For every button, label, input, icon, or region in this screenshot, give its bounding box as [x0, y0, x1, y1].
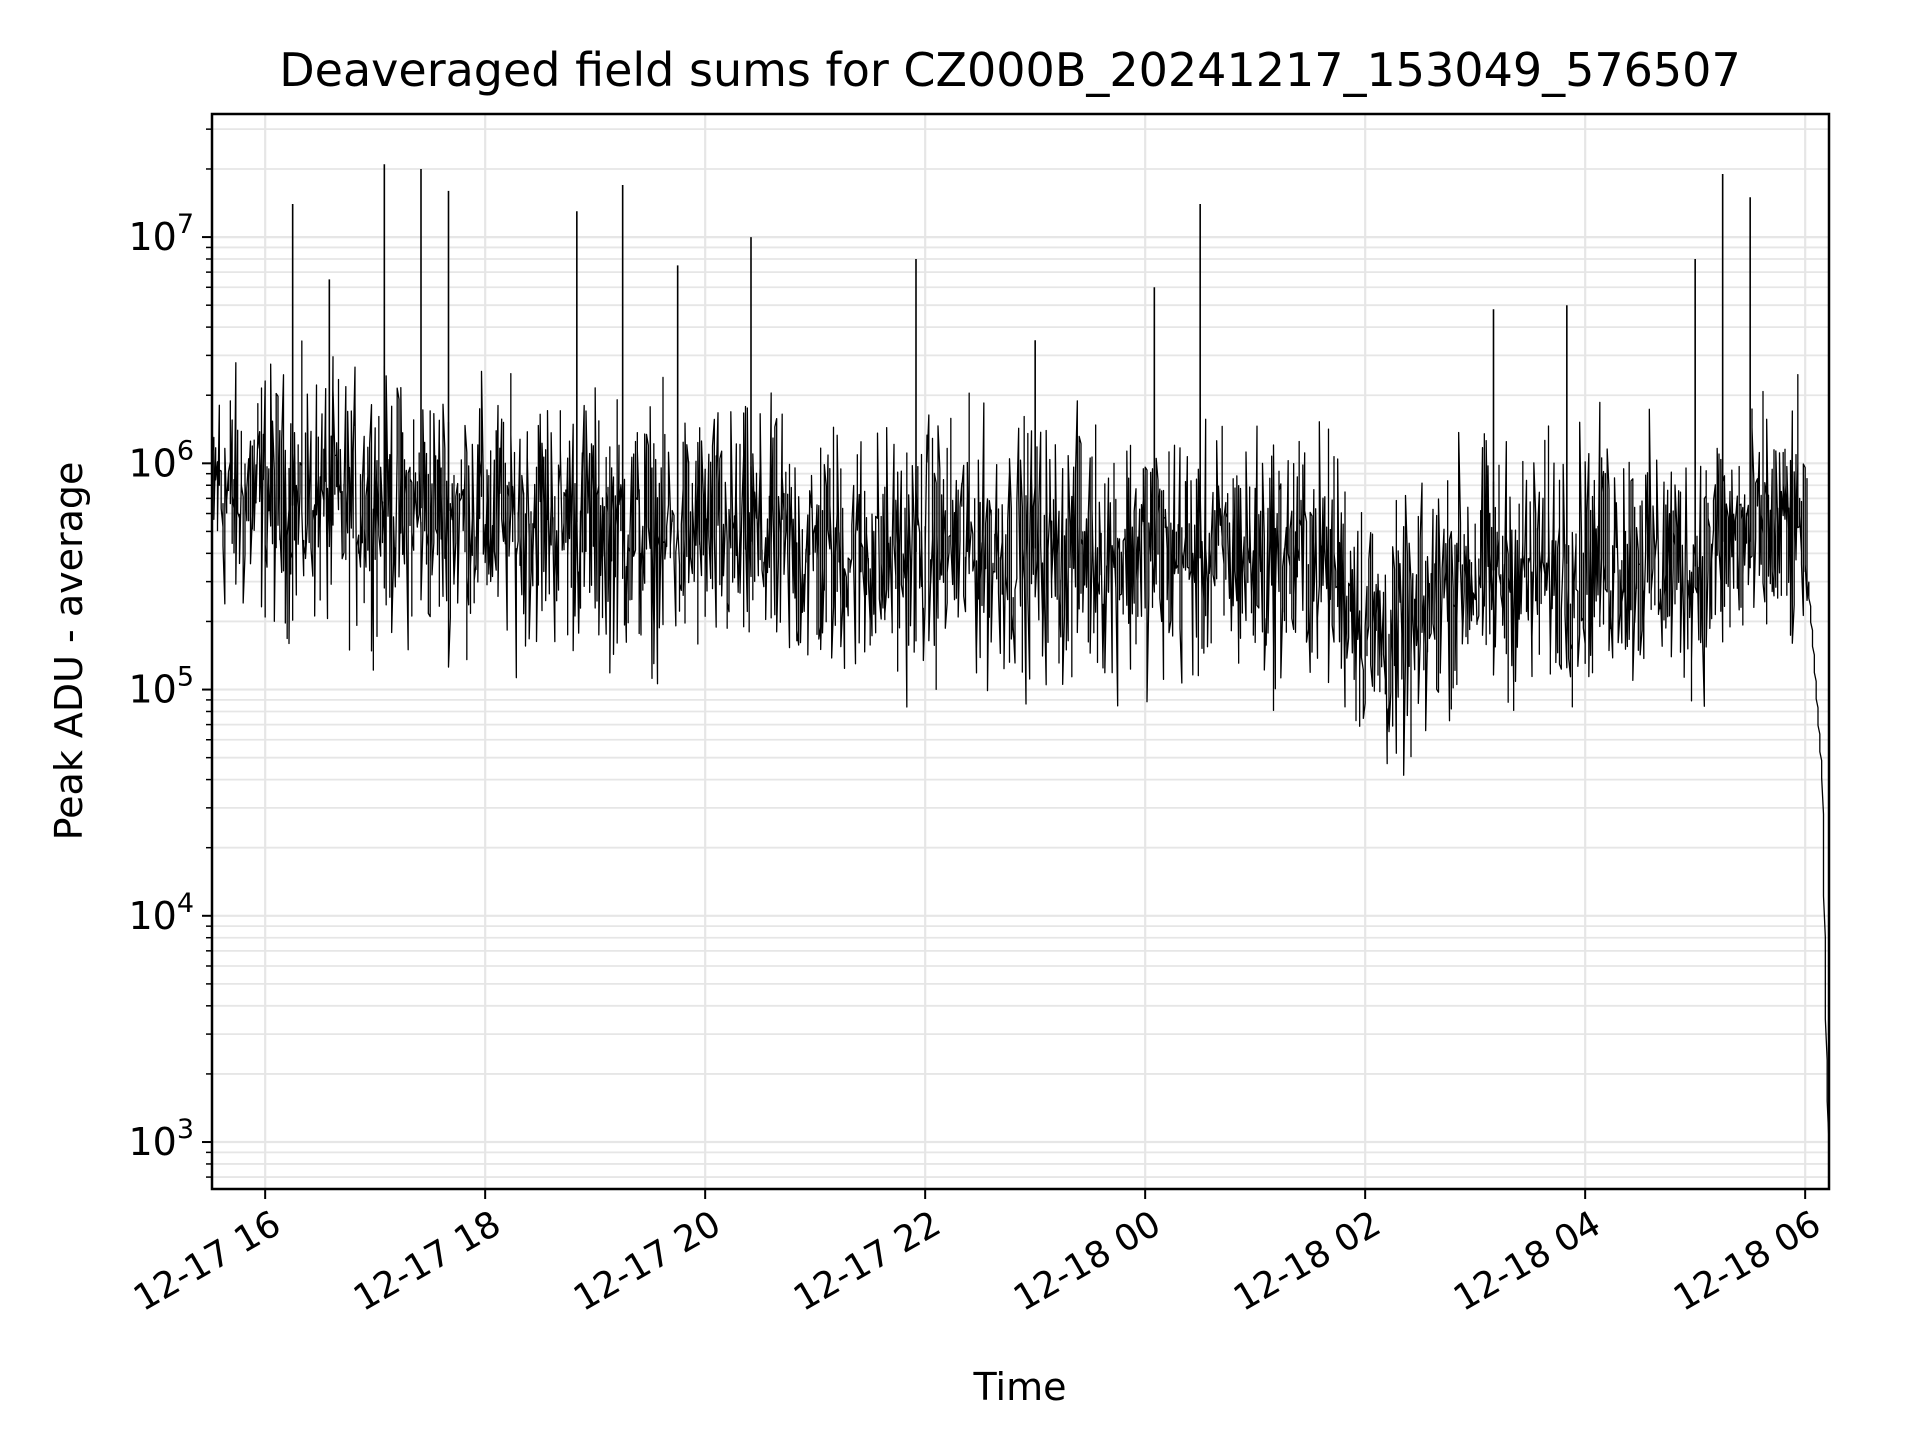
y-tick-label: 104: [128, 888, 194, 938]
y-tick-label: 107: [128, 209, 194, 259]
y-axis-label: Peak ADU - average: [47, 462, 91, 841]
grid: [212, 114, 1829, 1189]
series-layer: [211, 164, 1830, 1143]
chart-title: Deaveraged field sums for CZ000B_2024121…: [279, 43, 1740, 97]
plot-frame: [210, 112, 1831, 1191]
y-axis: 103 104 105 106 107: [128, 128, 212, 1178]
y-tick-label: 103: [128, 1114, 194, 1164]
y-tick-label: 105: [128, 662, 194, 712]
plot-area: [212, 114, 1829, 1189]
y-tick-label: 106: [128, 435, 194, 485]
x-axis-label: Time: [973, 1365, 1067, 1409]
series-line: [211, 340, 1830, 1143]
